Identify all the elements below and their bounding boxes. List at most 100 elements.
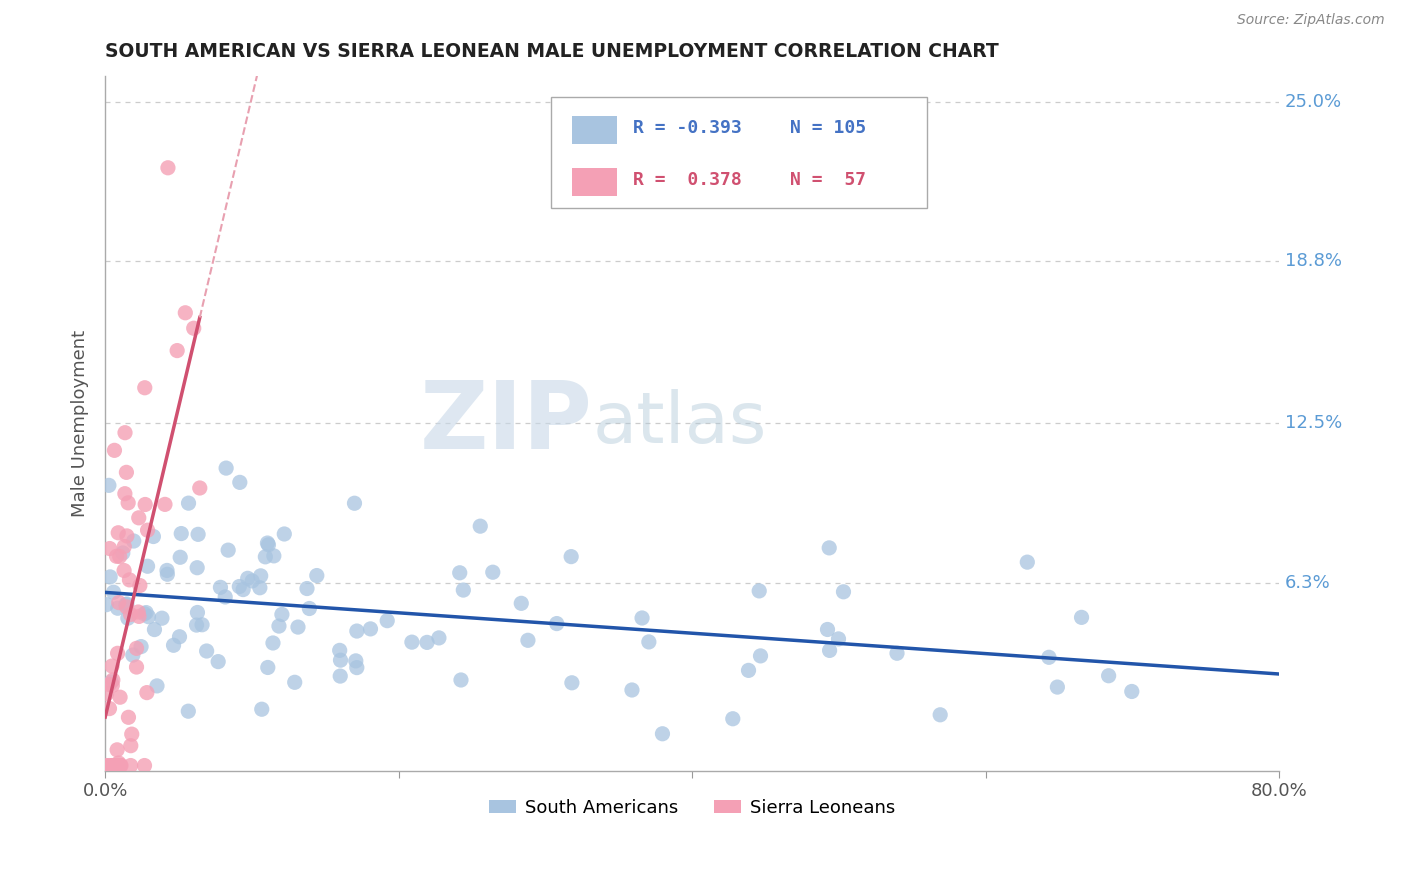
Text: N = 105: N = 105 <box>790 120 866 137</box>
Point <box>284 675 307 690</box>
Point <box>287 620 309 634</box>
Point <box>262 636 284 650</box>
Point <box>817 623 839 637</box>
Point <box>138 609 160 624</box>
Point <box>832 584 855 599</box>
Point <box>481 565 503 579</box>
Point <box>101 659 124 673</box>
Point <box>232 582 254 597</box>
Point <box>117 611 139 625</box>
Point <box>110 758 132 772</box>
Point <box>146 679 169 693</box>
Point <box>121 727 143 741</box>
Point <box>104 758 127 772</box>
Point <box>270 607 292 622</box>
Text: 12.5%: 12.5% <box>1285 415 1343 433</box>
Point <box>561 675 583 690</box>
Point <box>177 704 200 718</box>
Point <box>215 461 238 475</box>
Point <box>256 660 278 674</box>
Point <box>183 321 205 335</box>
Point <box>128 609 150 624</box>
Point <box>134 607 156 621</box>
Point <box>228 580 250 594</box>
Point <box>359 622 381 636</box>
Point <box>546 616 568 631</box>
Text: Source: ZipAtlas.com: Source: ZipAtlas.com <box>1237 13 1385 28</box>
Point <box>156 564 179 578</box>
Point <box>470 519 492 533</box>
Point <box>162 638 184 652</box>
Point <box>748 583 770 598</box>
Point <box>112 564 135 578</box>
Point <box>107 756 129 770</box>
Point <box>96 598 118 612</box>
Point <box>136 523 159 537</box>
Point <box>207 655 229 669</box>
Point <box>1017 555 1039 569</box>
Point <box>186 618 208 632</box>
Point <box>136 559 159 574</box>
Point <box>186 606 208 620</box>
Point <box>143 623 166 637</box>
Text: 25.0%: 25.0% <box>1285 93 1343 111</box>
Point <box>346 660 368 674</box>
Point <box>510 596 533 610</box>
Point <box>240 574 263 588</box>
Point <box>229 475 252 490</box>
Point <box>103 758 125 772</box>
Point <box>129 640 152 654</box>
Text: R = -0.393: R = -0.393 <box>634 120 742 137</box>
Point <box>115 597 138 611</box>
Point <box>346 624 368 638</box>
Point <box>721 712 744 726</box>
Point <box>142 529 165 543</box>
FancyBboxPatch shape <box>572 116 617 144</box>
Point <box>305 568 328 582</box>
Point <box>416 635 439 649</box>
Point <box>170 526 193 541</box>
Point <box>401 635 423 649</box>
Point <box>128 511 150 525</box>
Point <box>631 611 654 625</box>
Point <box>134 758 156 772</box>
Point <box>98 570 121 584</box>
Point <box>1046 680 1069 694</box>
Point <box>115 529 138 543</box>
Point <box>117 710 139 724</box>
Legend: South Americans, Sierra Leoneans: South Americans, Sierra Leoneans <box>481 792 903 824</box>
Point <box>127 605 149 619</box>
Point <box>108 549 131 564</box>
Point <box>97 478 120 492</box>
Point <box>620 683 643 698</box>
Point <box>344 654 367 668</box>
Point <box>188 481 211 495</box>
Point <box>250 702 273 716</box>
Text: R =  0.378: R = 0.378 <box>634 171 742 189</box>
Point <box>115 598 138 612</box>
Point <box>263 549 285 563</box>
Point <box>112 540 135 554</box>
Point <box>217 543 239 558</box>
Point <box>98 701 121 715</box>
Point <box>98 541 121 556</box>
Point <box>1098 669 1121 683</box>
Point <box>107 601 129 615</box>
Point <box>174 306 197 320</box>
Point <box>114 486 136 500</box>
Point <box>103 758 125 772</box>
Point <box>827 632 849 646</box>
Point <box>120 758 142 772</box>
Point <box>637 635 659 649</box>
Point <box>150 611 173 625</box>
Point <box>737 664 759 678</box>
Point <box>1070 610 1092 624</box>
Point <box>105 549 128 564</box>
Point <box>187 527 209 541</box>
Point <box>135 685 157 699</box>
Y-axis label: Male Unemployment: Male Unemployment <box>72 330 89 517</box>
Point <box>329 653 352 667</box>
Point <box>108 690 131 705</box>
Point <box>214 590 236 604</box>
Point <box>929 707 952 722</box>
